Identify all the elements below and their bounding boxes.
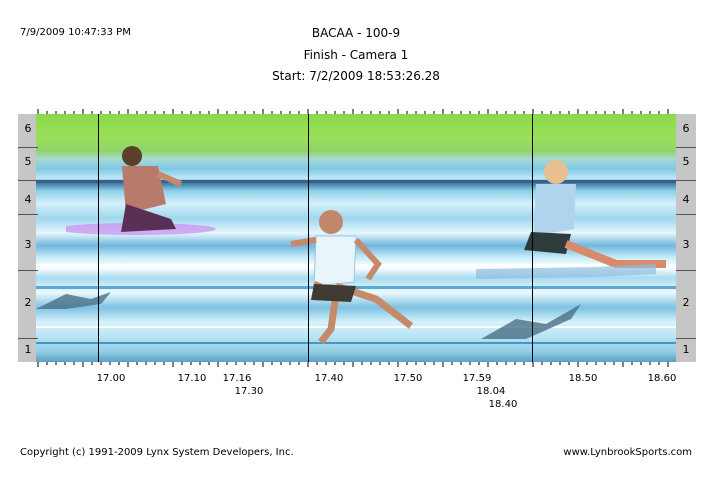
time-label: 17.59 [462,373,492,384]
horizontal-stripe [36,264,676,266]
finish-photo[interactable] [36,114,676,362]
lane-divider [18,180,38,181]
lane-number: 3 [24,238,32,251]
lane-divider [676,147,696,148]
lane-divider [676,180,696,181]
lane-divider [676,214,696,215]
runner-lane-3 [476,160,666,279]
lane-divider [18,338,38,339]
time-label: 18.50 [568,373,598,384]
horizontal-stripe [36,286,676,289]
runner-lane-4 [66,146,216,235]
lane-divider [676,270,696,271]
horizontal-stripe [36,326,676,328]
time-label: 18.40 [488,399,518,410]
lane-divider [18,270,38,271]
lane-divider [676,338,696,339]
time-label: 17.10 [177,373,207,384]
website-link[interactable]: www.LynbrookSports.com [563,447,692,458]
lane-divider [18,214,38,215]
runner-lane-2 [290,210,414,345]
time-label: 17.00 [96,373,126,384]
lane-number: 6 [682,122,690,135]
time-label: 17.40 [314,373,344,384]
lane-number: 5 [682,155,690,168]
horizontal-stripe [36,180,676,183]
timestamp: 7/9/2009 10:47:33 PM [20,27,131,38]
lane-number: 4 [24,193,32,206]
time-label: 17.16 [222,373,252,384]
lane-number: 2 [682,296,690,309]
time-label: 18.60 [647,373,677,384]
horizontal-stripe [36,342,676,344]
lane-divider [18,147,38,148]
lane-number: 1 [24,343,32,356]
lane-number: 5 [24,155,32,168]
lane-number: 4 [682,193,690,206]
time-line [98,114,99,362]
time-label: 18.04 [476,386,506,397]
lane-panel-right [676,114,696,362]
lane-panel-left [18,114,38,362]
lane-number: 1 [682,343,690,356]
copyright-text: Copyright (c) 1991-2009 Lynx System Deve… [20,447,294,458]
lane-number: 6 [24,122,32,135]
bottom-tick-ruler [37,362,669,367]
lane-number: 2 [24,296,32,309]
time-line [532,114,533,362]
shadow-lane-1 [481,304,581,339]
time-label: 17.30 [234,386,264,397]
time-line [308,114,309,362]
lane-number: 3 [682,238,690,251]
top-tick-ruler [37,109,669,114]
start-time: Start: 7/2/2009 18:53:26.28 [272,69,440,83]
race-title: BACAA - 100-9 [311,26,401,40]
shadow-lane-2 [36,292,111,309]
camera-subtitle: Finish - Camera 1 [303,48,409,62]
time-label: 17.50 [393,373,423,384]
